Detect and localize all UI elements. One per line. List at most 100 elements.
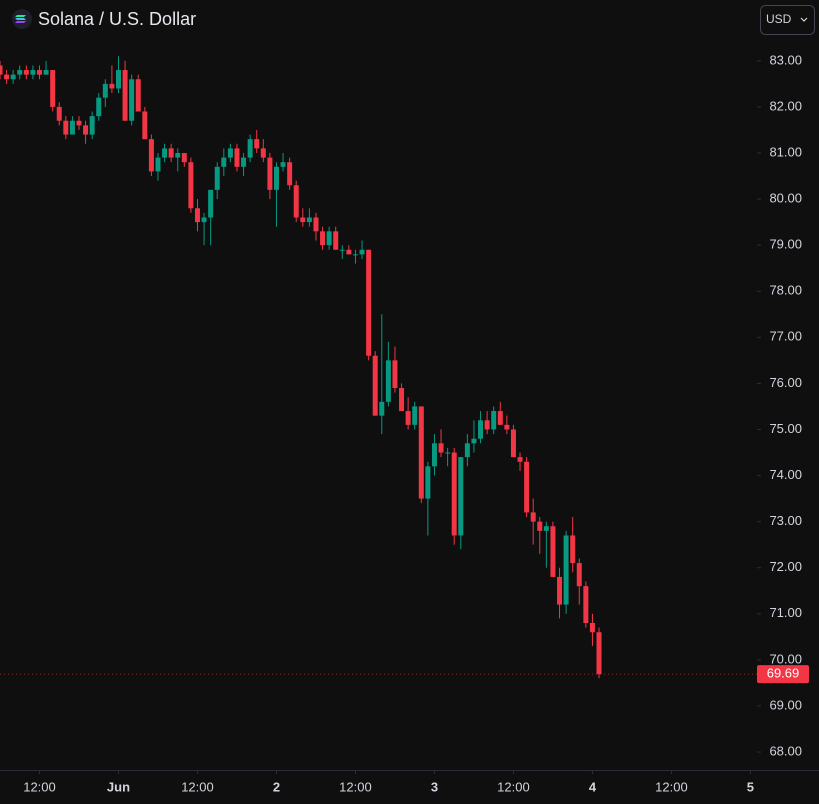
candle-body	[563, 535, 569, 605]
candle-body	[287, 162, 293, 186]
candles	[0, 56, 602, 679]
candle-body	[83, 125, 89, 135]
candle-body	[155, 157, 161, 172]
y-tick-label: 68.00	[769, 743, 802, 758]
candle-body	[273, 166, 279, 190]
y-tick-label: 81.00	[769, 144, 802, 159]
candle-body	[168, 148, 174, 158]
candle-body	[36, 70, 42, 75]
candle-body	[254, 139, 260, 149]
y-tick-label: 75.00	[769, 421, 802, 436]
candle-body	[109, 83, 115, 89]
candle-body	[570, 535, 576, 564]
candle-body	[418, 406, 424, 499]
candle-body	[451, 452, 457, 536]
candle-body	[89, 116, 95, 135]
candle-body	[188, 162, 194, 209]
candle-body	[530, 512, 536, 522]
candle-body	[181, 152, 187, 163]
y-tick-label: 78.00	[769, 283, 802, 298]
candle-body	[300, 217, 306, 223]
candle-body	[379, 401, 385, 416]
y-tick-label: 77.00	[769, 329, 802, 344]
candle-body	[366, 249, 372, 356]
candle-body	[504, 424, 510, 430]
candle-body	[471, 438, 477, 444]
candle-body	[4, 74, 10, 80]
y-tick-label: 72.00	[769, 559, 802, 574]
x-tick-label: 12:00	[655, 779, 688, 794]
y-tick-label: 82.00	[769, 98, 802, 113]
candle-body	[589, 623, 595, 633]
y-tick-label: 69.00	[769, 697, 802, 712]
candle-body	[201, 217, 207, 223]
candle-body	[425, 466, 431, 499]
candle-body	[517, 457, 523, 462]
candle-body	[63, 120, 69, 135]
candle-body	[478, 420, 484, 439]
candle-body	[352, 254, 358, 256]
candle-body	[392, 360, 398, 388]
x-tick-label: 2	[273, 779, 280, 794]
candle-body	[543, 526, 549, 531]
candle-body	[122, 70, 128, 121]
candle-body	[267, 157, 273, 190]
candle-body	[260, 148, 266, 158]
candle-body	[491, 411, 497, 430]
candle-body	[247, 139, 253, 158]
candle-body	[405, 411, 411, 425]
candle-body	[537, 521, 543, 531]
candle-body	[69, 120, 75, 135]
candle-body	[208, 189, 214, 218]
y-tick-label: 80.00	[769, 191, 802, 206]
candle-body	[23, 70, 29, 75]
y-tick-label: 70.00	[769, 651, 802, 666]
candle-body	[162, 148, 168, 158]
candle-body	[359, 249, 365, 255]
candle-body	[438, 443, 444, 453]
x-tick-label: 12:00	[339, 779, 372, 794]
candle-body	[372, 355, 378, 416]
candle-body	[115, 70, 121, 89]
candle-body	[102, 83, 108, 98]
y-tick-label: 79.00	[769, 237, 802, 252]
candle-body	[399, 387, 405, 412]
candle-body	[293, 185, 299, 218]
candle-body	[524, 461, 530, 513]
candle-body	[576, 563, 582, 587]
candle-body	[129, 79, 135, 121]
y-tick-label: 73.00	[769, 513, 802, 528]
currency-button[interactable]: USD	[760, 5, 815, 35]
currency-label[interactable]: USD	[766, 12, 792, 26]
candle-body	[96, 97, 102, 117]
candle-body	[280, 162, 286, 167]
x-tick-label: 3	[431, 779, 438, 794]
candle-body	[596, 632, 602, 675]
candle-body	[241, 157, 247, 167]
candle-body	[142, 111, 148, 140]
candle-body	[550, 526, 556, 577]
candle-body	[497, 411, 503, 425]
y-tick-label: 76.00	[769, 375, 802, 390]
candle-body	[194, 208, 200, 223]
candle-body	[76, 120, 82, 126]
last-price-label: 69.69	[767, 666, 800, 681]
symbol-icon	[12, 9, 32, 29]
x-tick-label: 4	[589, 779, 597, 794]
candle-body	[385, 360, 391, 402]
candle-body	[583, 586, 589, 624]
candle-body	[320, 231, 326, 246]
candle-body	[43, 70, 49, 75]
candle-body	[148, 139, 154, 172]
candle-body	[326, 231, 332, 246]
x-tick-label: 12:00	[497, 779, 530, 794]
candle-body	[234, 148, 240, 167]
y-tick-label: 83.00	[769, 52, 802, 67]
candle-body	[10, 74, 16, 80]
candle-body	[313, 217, 319, 232]
candle-body	[214, 166, 220, 190]
candle-body	[412, 406, 418, 425]
candle-body	[333, 231, 339, 250]
